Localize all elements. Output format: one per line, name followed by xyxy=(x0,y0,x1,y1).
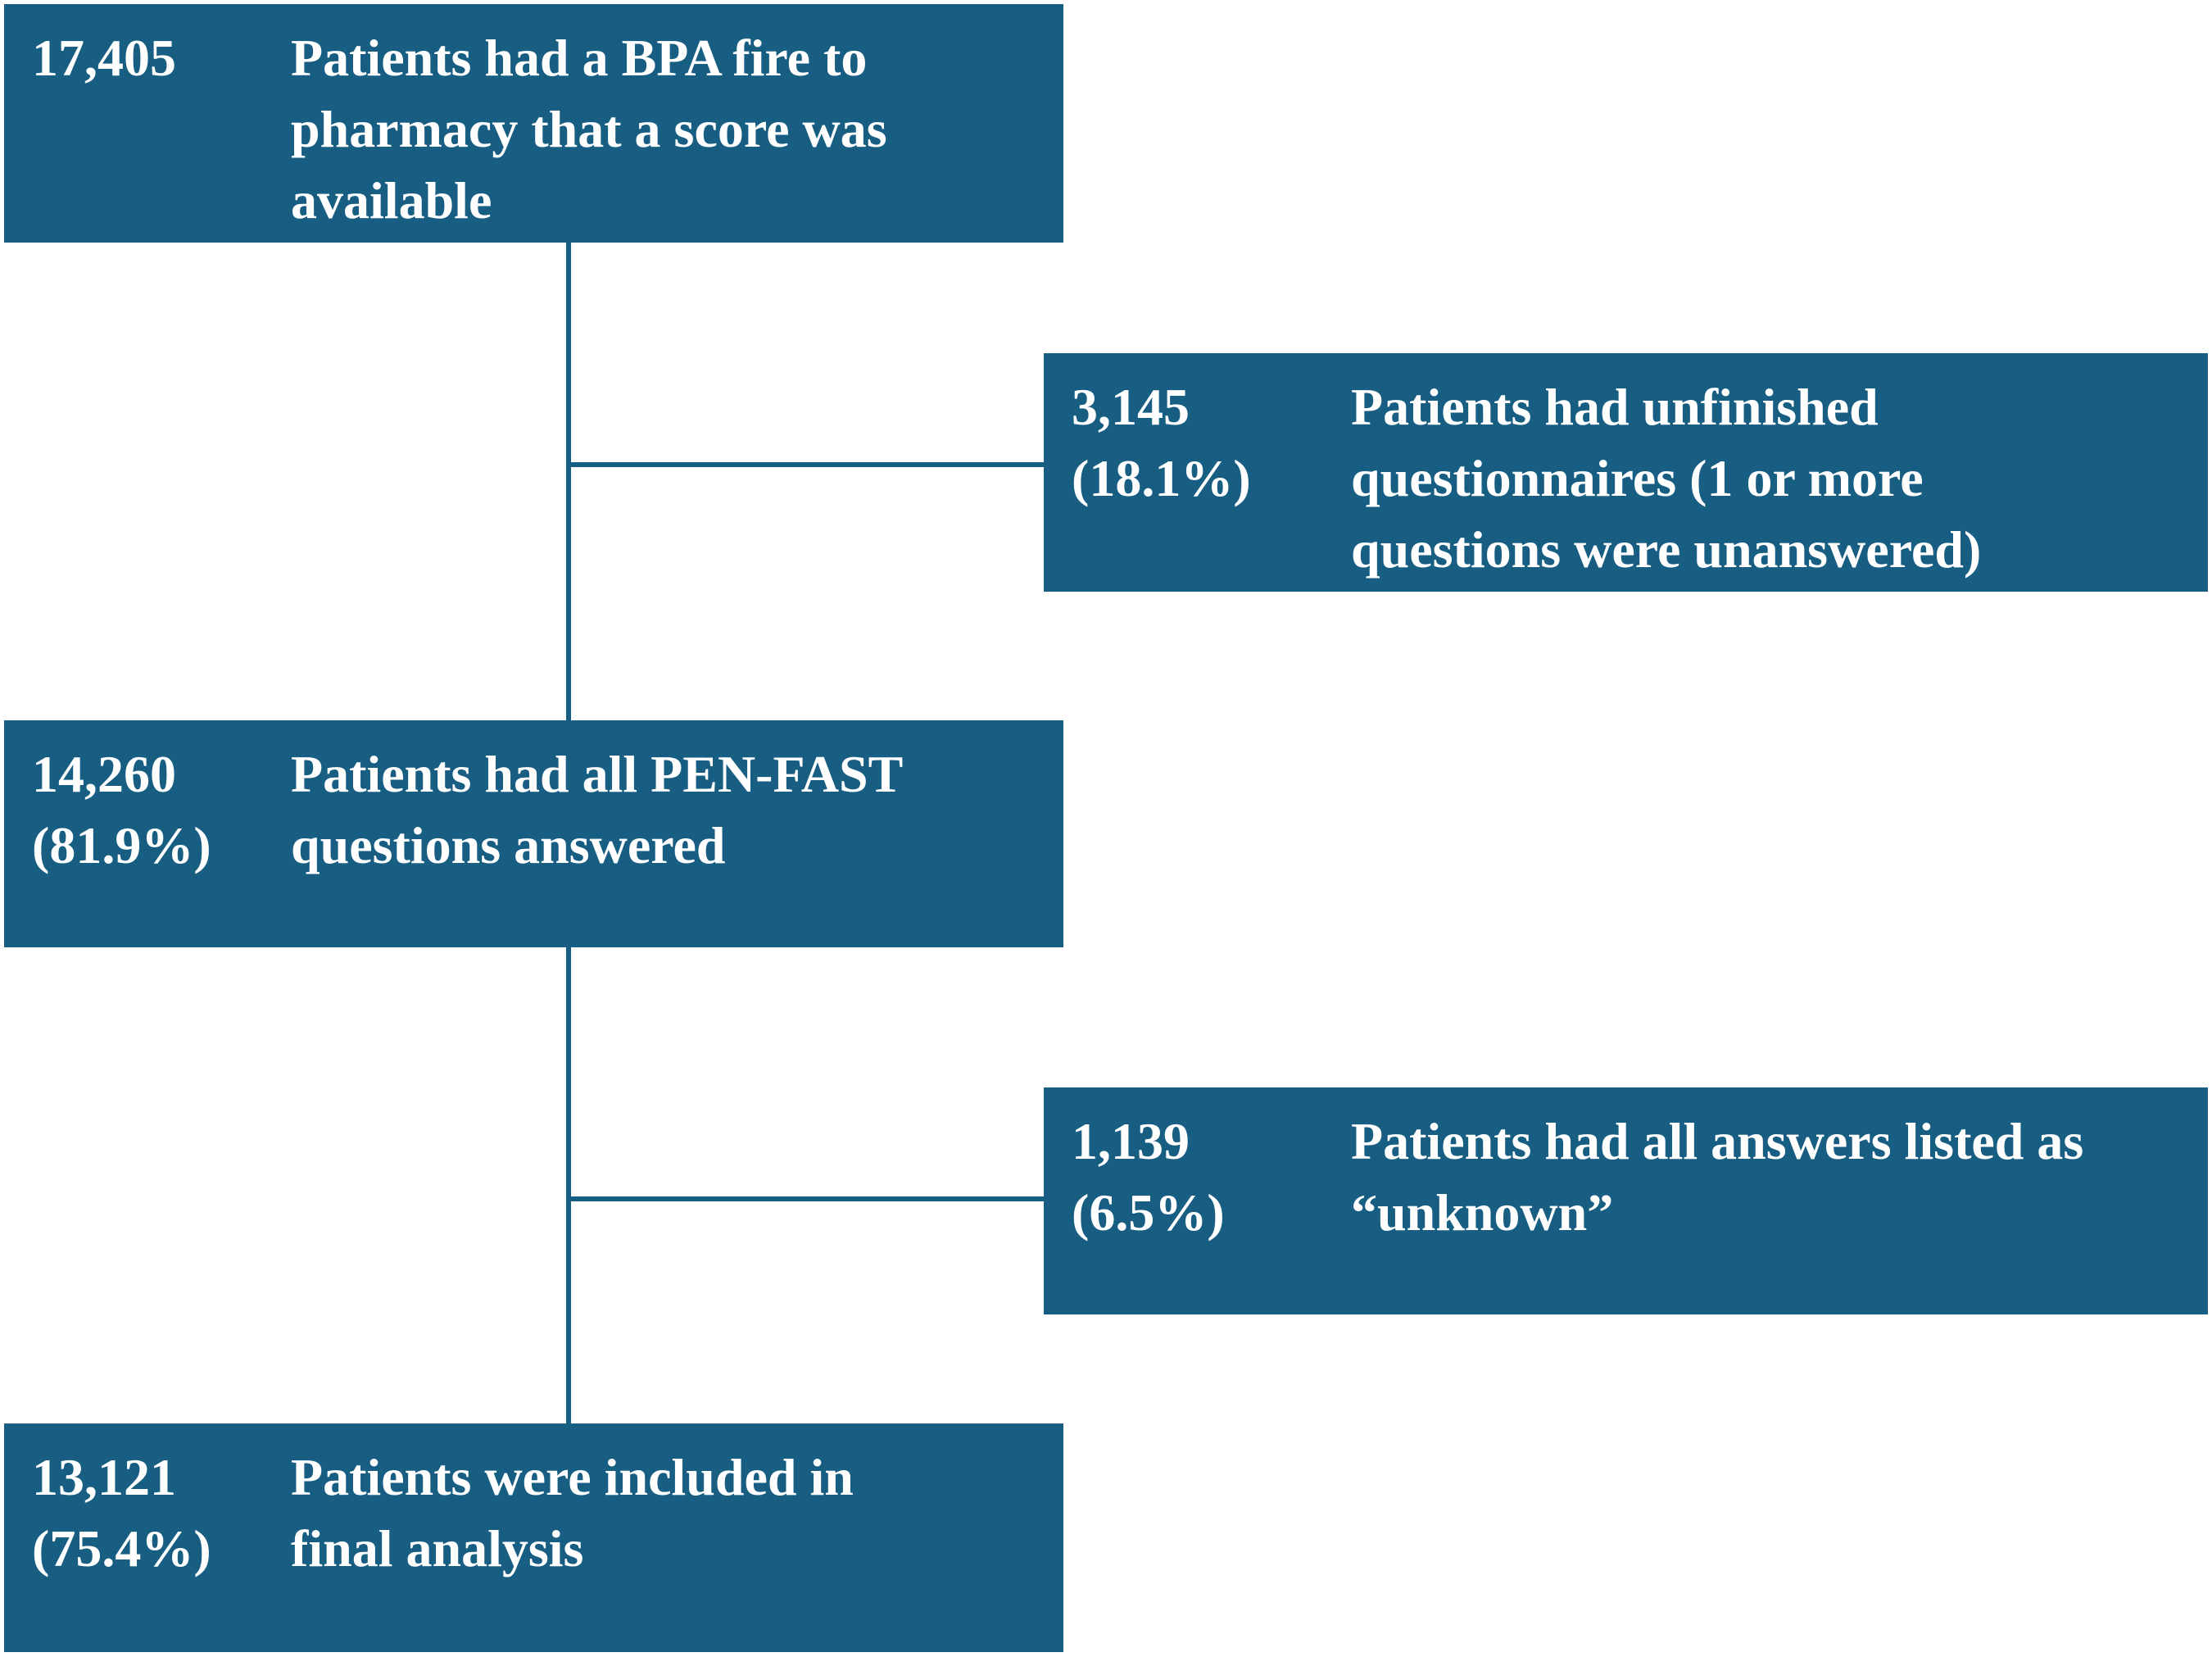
box-description: Patients were included in final analysis xyxy=(291,1448,854,1578)
flow-box-final-analysis: 13,121 (75.4%) Patients were included in… xyxy=(4,1423,1063,1652)
patient-count: 14,260 (81.9%) xyxy=(32,745,211,874)
connector-line-horizontal xyxy=(569,462,1044,467)
connector-line-horizontal xyxy=(569,1196,1044,1201)
connector-line-vertical xyxy=(566,947,571,1423)
flow-box-start: 17,405 Patients had a BPA fire to pharma… xyxy=(4,4,1063,243)
box-description: Patients had all answers listed as “unkn… xyxy=(1351,1112,2084,1242)
patient-count: 17,405 xyxy=(32,29,176,87)
flow-box-exclusion-unfinished: 3,145 (18.1%) Patients had unfinished qu… xyxy=(1044,353,2208,592)
flow-box-exclusion-unknown: 1,139 (6.5%) Patients had all answers li… xyxy=(1044,1087,2208,1314)
box-description: Patients had a BPA fire to pharmacy that… xyxy=(291,29,887,229)
patient-count: 3,145 (18.1%) xyxy=(1072,378,1251,507)
box-description: Patients had all PEN-FAST questions answ… xyxy=(291,745,904,874)
patient-count: 1,139 (6.5%) xyxy=(1072,1112,1225,1242)
connector-line-vertical xyxy=(566,243,571,720)
patient-count: 13,121 (75.4%) xyxy=(32,1448,211,1578)
box-description: Patients had unfinished questionnaires (… xyxy=(1351,378,1982,579)
flow-box-all-answered: 14,260 (81.9%) Patients had all PEN-FAST… xyxy=(4,720,1063,947)
